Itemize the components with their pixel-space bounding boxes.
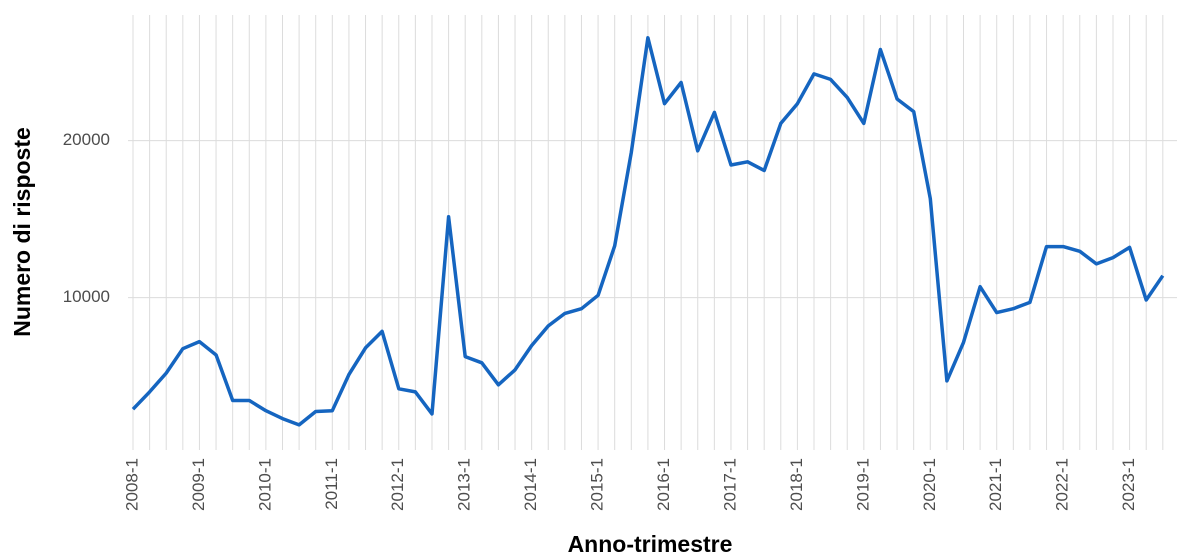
x-tick-label: 2011-1: [322, 458, 341, 510]
x-tick-label: 2022-1: [1053, 458, 1072, 511]
x-tick-label: 2014-1: [521, 458, 540, 511]
x-tick-label: 2019-1: [853, 458, 872, 511]
x-tick-label: 2015-1: [588, 458, 607, 511]
x-tick-label: 2010-1: [255, 458, 274, 511]
x-tick-label: 2016-1: [654, 458, 673, 511]
data-line: [131, 36, 1165, 427]
x-tick-label: 2012-1: [388, 458, 407, 511]
x-tick-label: 2018-1: [787, 458, 806, 511]
x-tick-label: 2008-1: [122, 458, 141, 511]
y-tick-label: 10000: [63, 287, 110, 306]
x-tick-label: 2021-1: [986, 458, 1005, 511]
x-tick-label: 2017-1: [720, 458, 739, 511]
x-tick-label: 2020-1: [920, 458, 939, 511]
x-tick-label: 2009-1: [189, 458, 208, 511]
y-axis-title: Numero di risposte: [9, 127, 35, 337]
x-axis-title: Anno-trimestre: [568, 531, 733, 557]
x-tick-label: 2023-1: [1119, 458, 1138, 511]
y-tick-label: 20000: [63, 130, 110, 149]
x-tick-label: 2013-1: [455, 458, 474, 511]
